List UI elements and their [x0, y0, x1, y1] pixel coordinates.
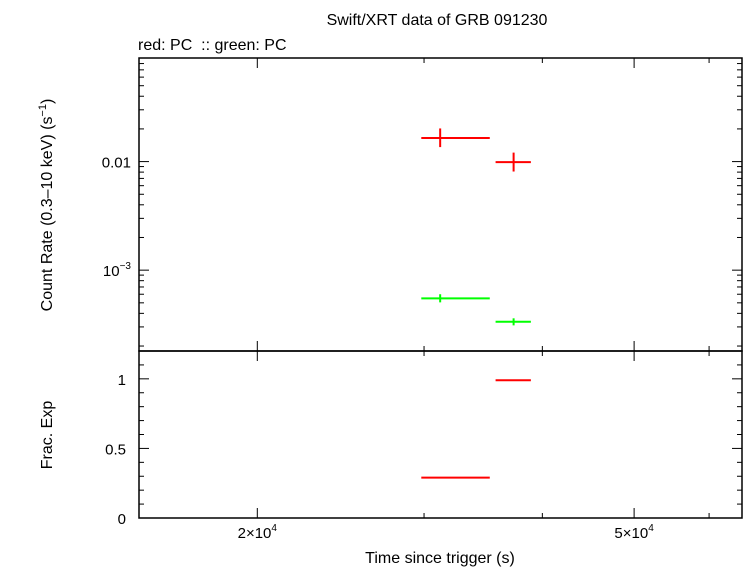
- x-tick-label-superscript: 4: [271, 523, 277, 534]
- count-rate-point: [421, 128, 490, 148]
- top-panel-ytick-labels: 0.01 10−3: [102, 155, 132, 281]
- x-tick-label-base: 5×10: [614, 525, 648, 542]
- count-rate-point: [421, 294, 490, 303]
- y-tick-label-superscript: −3: [120, 261, 132, 272]
- y-tick-label-base: 0.01: [102, 155, 131, 172]
- y-tick-label: 0.5: [105, 441, 126, 458]
- top-panel-ylabel: Count Rate (0.3–10 keV) (s−1): [37, 99, 56, 312]
- ylabel-main: Count Rate (0.3–10 keV) (s: [39, 117, 56, 312]
- chart-title: Swift/XRT data of GRB 091230: [327, 12, 548, 29]
- x-tick-label-base: 2×10: [238, 525, 272, 542]
- bottom-panel-ytick-labels: 00.51: [105, 372, 126, 528]
- bottom-panel-series: [421, 379, 531, 479]
- y-tick-label: 10−3: [103, 261, 132, 280]
- top-panel: 0.01 10−3 Count Rate (0.3–10 keV) (s−1): [37, 57, 743, 352]
- count-rate-point: [495, 318, 531, 326]
- y-tick-label-base: 10: [103, 263, 120, 280]
- ylabel-close: ): [39, 99, 56, 104]
- bottom-panel-ticks: [139, 351, 742, 518]
- bottom-panel-xtick-labels: 2×104 5×104: [238, 523, 655, 542]
- top-panel-frame: [138, 57, 743, 352]
- bottom-panel-frame: [138, 350, 743, 519]
- bottom-panel: 00.51 2×104 5×104 Frac. Exp Time since tr…: [39, 350, 743, 567]
- chart-subtitle: red: PC :: green: PC: [138, 37, 287, 54]
- ylabel-superscript: −1: [37, 104, 49, 117]
- y-tick-label: 0: [118, 511, 126, 528]
- top-panel-series: [421, 128, 531, 326]
- x-tick-label: 2×104: [238, 523, 278, 542]
- top-panel-ticks: [139, 57, 742, 351]
- bottom-panel-ylabel: Frac. Exp: [39, 401, 56, 470]
- count-rate-point: [495, 152, 531, 172]
- y-tick-label: 1: [118, 372, 126, 389]
- x-tick-label-superscript: 4: [648, 523, 654, 534]
- x-tick-label: 5×104: [614, 523, 654, 542]
- x-axis-label: Time since trigger (s): [365, 550, 515, 567]
- y-tick-label: 0.01: [102, 155, 131, 172]
